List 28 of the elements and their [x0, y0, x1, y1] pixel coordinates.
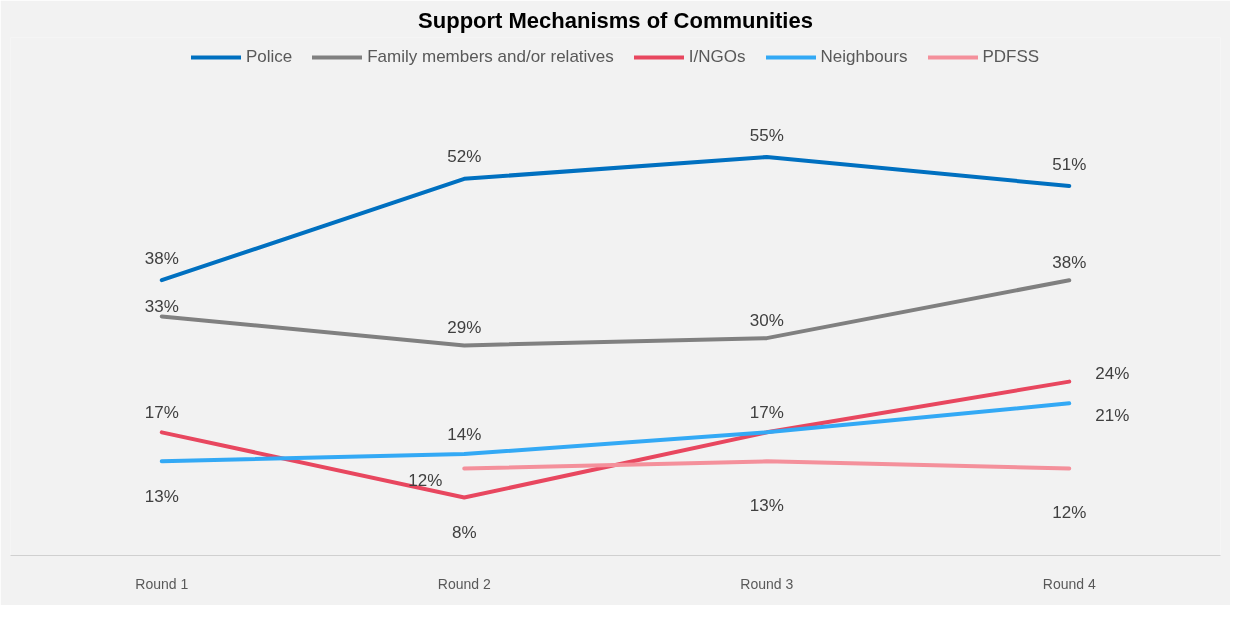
data-label: 33%: [144, 296, 179, 316]
data-label: 13%: [749, 495, 784, 515]
data-label: 51%: [1052, 154, 1087, 174]
legend-label: I/NGOs: [688, 47, 746, 67]
x-tick-label: Round 4: [1042, 575, 1096, 592]
x-tick-label: Round 2: [437, 575, 491, 592]
data-label: 17%: [749, 402, 784, 422]
data-label: 38%: [144, 248, 179, 268]
chart-title: Support Mechanisms of Communities: [418, 7, 813, 33]
data-label: 52%: [447, 147, 482, 167]
legend-label: PDFSS: [982, 47, 1040, 67]
data-label: 21%: [1095, 405, 1130, 425]
data-label: 14%: [447, 424, 482, 444]
data-label: 13%: [144, 486, 179, 506]
data-label: 12%: [1052, 503, 1087, 523]
legend-label: Family members and/or relatives: [367, 47, 614, 67]
data-label: 38%: [1052, 252, 1087, 272]
data-label: 55%: [749, 125, 784, 145]
legend-label: Police: [245, 47, 293, 67]
x-tick-label: Round 1: [135, 575, 189, 592]
data-label: 8%: [451, 523, 477, 543]
data-label: 29%: [447, 317, 482, 337]
data-label: 12%: [408, 471, 443, 491]
data-label: 17%: [144, 402, 179, 422]
data-label: 24%: [1095, 364, 1130, 384]
data-label: 30%: [749, 310, 784, 330]
x-tick-label: Round 3: [740, 575, 794, 592]
legend-label: Neighbours: [820, 47, 908, 67]
